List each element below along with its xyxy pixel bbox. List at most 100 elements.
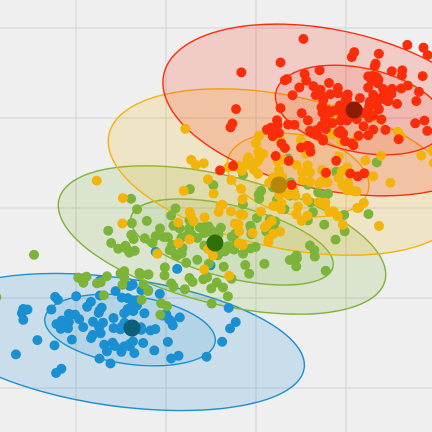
data-point [219,246,230,257]
data-point [396,70,407,81]
data-point [386,66,397,77]
data-point [258,148,269,159]
data-points [0,33,432,379]
data-point [199,222,210,233]
data-point [181,257,192,268]
data-point [302,115,313,126]
data-point [368,171,379,182]
data-point [162,232,173,243]
data-point [154,223,165,234]
data-point [95,328,106,339]
data-point [236,67,247,78]
data-point [18,314,29,325]
data-point [290,190,301,201]
data-point [106,237,117,248]
data-point [385,177,396,188]
data-point [185,210,196,221]
data-point [392,126,403,137]
data-point [330,234,341,245]
data-point [330,105,341,116]
data-point [296,108,307,119]
data-point [115,324,126,335]
data-point [293,201,304,212]
data-point [113,243,124,254]
data-point [313,187,324,198]
data-point [332,211,343,222]
data-point [162,336,173,347]
data-point [226,231,237,242]
data-point [349,186,360,197]
data-point [263,236,274,247]
data-point [363,82,374,93]
data-point [291,159,302,170]
data-point [180,123,191,134]
data-point [51,368,62,379]
data-point [256,185,267,196]
data-point [304,176,315,187]
data-point [167,320,178,331]
data-point [392,98,403,109]
data-point [301,75,312,86]
data-point [218,282,229,293]
data-point [174,312,185,323]
data-point [340,93,351,104]
data-point [117,218,128,229]
data-point [46,304,57,315]
data-point [49,340,60,351]
data-point [383,96,394,107]
data-point [275,103,286,114]
data-point [116,292,127,303]
data-point [250,138,261,149]
data-point [422,125,432,136]
data-point [422,50,432,61]
data-point [86,333,97,344]
data-point [255,206,266,217]
data-point [332,82,343,93]
cluster-centroid [206,234,224,252]
data-point [82,301,93,312]
data-point [268,200,279,211]
data-point [402,80,413,91]
data-point [166,278,177,289]
data-point [206,283,217,294]
data-point [107,337,118,348]
data-point [70,309,81,320]
data-point [266,216,277,227]
data-point [333,127,344,138]
data-point [202,174,213,185]
data-point [279,143,290,154]
data-point [186,154,197,165]
cluster-centroid [123,319,141,337]
data-point [314,65,325,76]
data-point [376,150,387,161]
data-point [92,278,103,289]
data-point [343,177,354,188]
data-point [234,226,245,237]
data-point [78,322,89,333]
data-point [136,269,147,280]
data-point [322,177,333,188]
data-point [376,114,387,125]
data-point [427,145,432,156]
data-point [215,201,226,212]
data-point [63,323,74,334]
data-point [363,209,374,220]
data-point [139,308,150,319]
data-point [71,291,82,302]
data-point [29,249,40,260]
data-point [238,248,249,259]
data-point [270,151,281,162]
data-point [184,272,195,283]
data-point [279,75,290,86]
data-point [360,155,371,166]
data-point [208,188,219,199]
data-point [237,239,248,250]
data-point [119,308,130,319]
data-point [124,339,135,350]
data-point [66,334,77,345]
data-point [88,316,99,327]
data-point [313,197,324,208]
data-point [238,209,249,220]
data-point [273,127,284,138]
